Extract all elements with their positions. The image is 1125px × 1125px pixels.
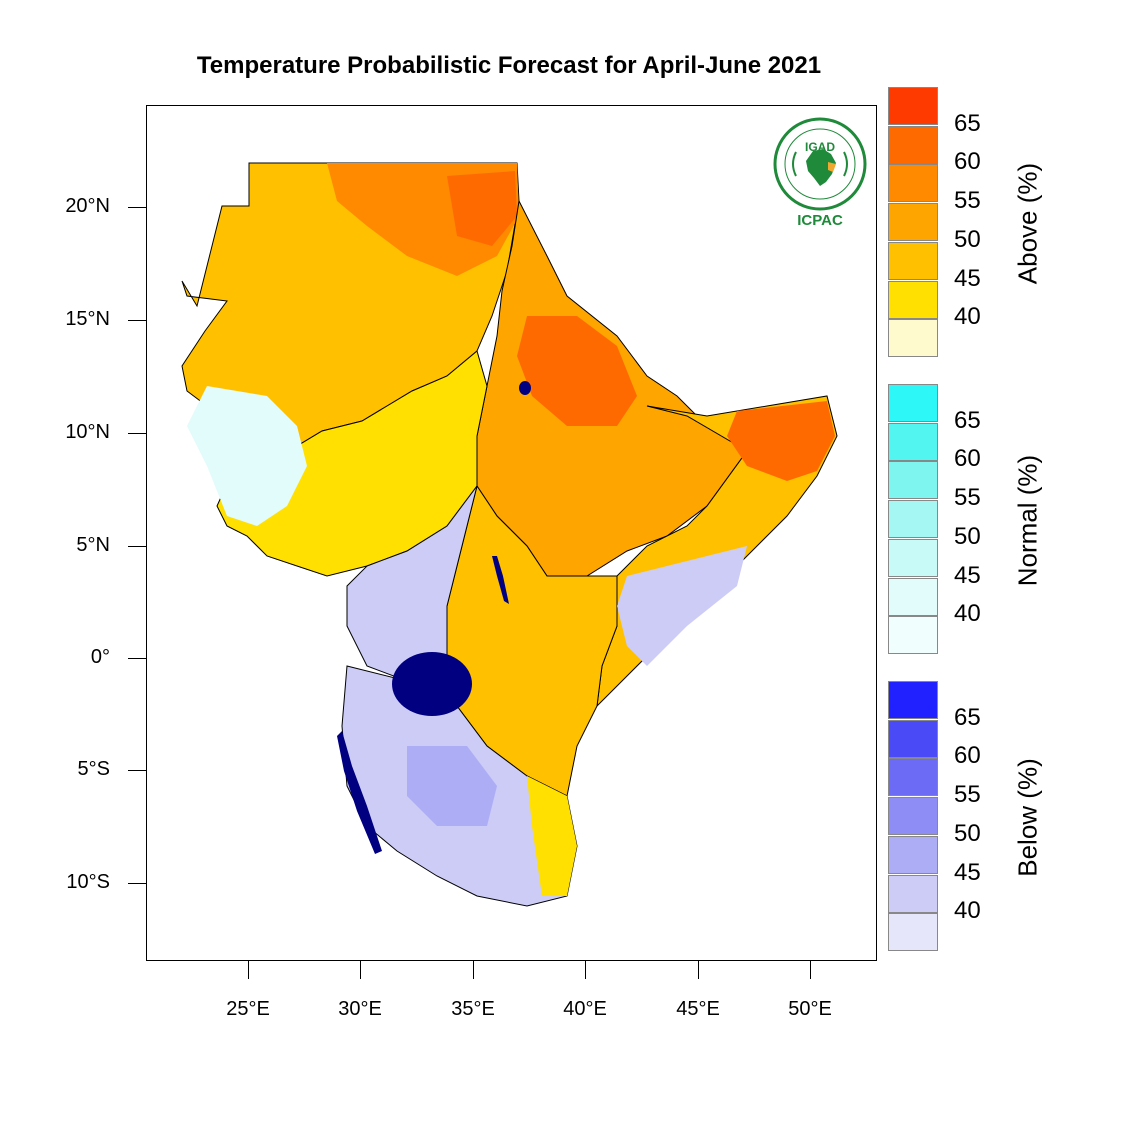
lat-label-5n: 5°N — [76, 534, 110, 556]
map-panel — [146, 105, 877, 961]
legend-swatch — [888, 681, 938, 719]
lon-tick — [248, 961, 249, 979]
legend-label: 65 — [954, 109, 981, 137]
legend-label: 50 — [954, 225, 981, 253]
lon-label-45e: 45°E — [676, 998, 720, 1020]
legend-label: 65 — [954, 703, 981, 731]
lon-label-35e: 35°E — [451, 998, 495, 1020]
lat-label-20n: 20°N — [65, 195, 110, 217]
legend-title: Below (%) — [1012, 758, 1043, 878]
legend-swatch — [888, 913, 938, 952]
legend-swatch — [888, 874, 938, 913]
region-somalia-south — [617, 546, 747, 666]
legend-swatch — [888, 835, 938, 874]
legend-swatch — [888, 280, 938, 319]
legend-swatch — [888, 719, 938, 758]
legend-label: 45 — [954, 858, 981, 886]
legend-swatch — [888, 241, 938, 280]
legend-swatch — [888, 797, 938, 836]
lat-tick — [128, 770, 146, 771]
lon-tick — [360, 961, 361, 979]
legend-swatch — [888, 125, 938, 164]
legend-swatch — [888, 500, 938, 539]
region-hottest-north — [447, 171, 517, 246]
lake-tanganyika — [337, 731, 382, 854]
lon-tick — [585, 961, 586, 979]
lat-tick — [128, 433, 146, 434]
region-tanzania-coast — [527, 776, 577, 896]
legend-label: 45 — [954, 561, 981, 589]
region-tanzania-core — [407, 746, 497, 826]
lat-tick — [128, 883, 146, 884]
region-west-cyan — [187, 386, 307, 526]
map-title: Temperature Probabilistic Forecast for A… — [196, 52, 822, 79]
lat-label-10n: 10°N — [65, 421, 110, 443]
lat-tick — [128, 207, 146, 208]
lat-label-0: 0° — [90, 646, 110, 668]
legend-title: Normal (%) — [1012, 455, 1043, 587]
lon-label-50e: 50°E — [788, 998, 832, 1020]
legend-label: 60 — [954, 445, 981, 473]
lat-tick — [128, 546, 146, 547]
legend-label: 55 — [954, 781, 981, 809]
legend-label: 60 — [954, 148, 981, 176]
legend-label: 45 — [954, 264, 981, 292]
lon-tick — [698, 961, 699, 979]
legend-swatch — [888, 616, 938, 655]
lat-label-15n: 15°N — [65, 308, 110, 330]
lon-label-40e: 40°E — [563, 998, 607, 1020]
legend-swatch — [888, 87, 938, 125]
legend-label: 65 — [954, 406, 981, 434]
lon-tick — [810, 961, 811, 979]
region-somalia-hot — [727, 401, 835, 481]
lat-label-5s: 5°S — [77, 758, 110, 780]
lat-tick — [128, 320, 146, 321]
legend-swatch — [888, 203, 938, 242]
lake-tana — [519, 381, 531, 395]
forecast-map — [181, 162, 838, 907]
legend-swatch — [888, 758, 938, 797]
lon-label-30e: 30°E — [338, 998, 382, 1020]
igad-icpac-logo: IGAD ICPAC — [768, 116, 872, 236]
legend-label: 40 — [954, 303, 981, 331]
logo-igad-text: IGAD — [805, 140, 835, 154]
legend-label: 40 — [954, 600, 981, 628]
legend-swatch — [888, 319, 938, 358]
lake-victoria — [392, 652, 472, 716]
legend-label: 50 — [954, 819, 981, 847]
legend-label: 60 — [954, 742, 981, 770]
legend-title: Above (%) — [1012, 163, 1043, 285]
legend-label: 40 — [954, 897, 981, 925]
region-uganda-lavender — [346, 485, 478, 682]
lon-tick — [473, 961, 474, 979]
lat-label-10s: 10°S — [66, 871, 110, 893]
legend-swatch — [888, 538, 938, 577]
legend-swatch — [888, 577, 938, 616]
logo-icpac-text: ICPAC — [797, 212, 843, 229]
legend-swatch — [888, 461, 938, 500]
region-ethiopia-hot — [517, 316, 637, 426]
lat-tick — [128, 658, 146, 659]
legend-label: 50 — [954, 522, 981, 550]
legend-swatch — [888, 384, 938, 422]
legend-label: 55 — [954, 187, 981, 215]
lake-turkana — [492, 556, 509, 604]
legend-swatch — [888, 164, 938, 203]
legend-label: 55 — [954, 484, 981, 512]
lon-label-25e: 25°E — [226, 998, 270, 1020]
legend-swatch — [888, 422, 938, 461]
